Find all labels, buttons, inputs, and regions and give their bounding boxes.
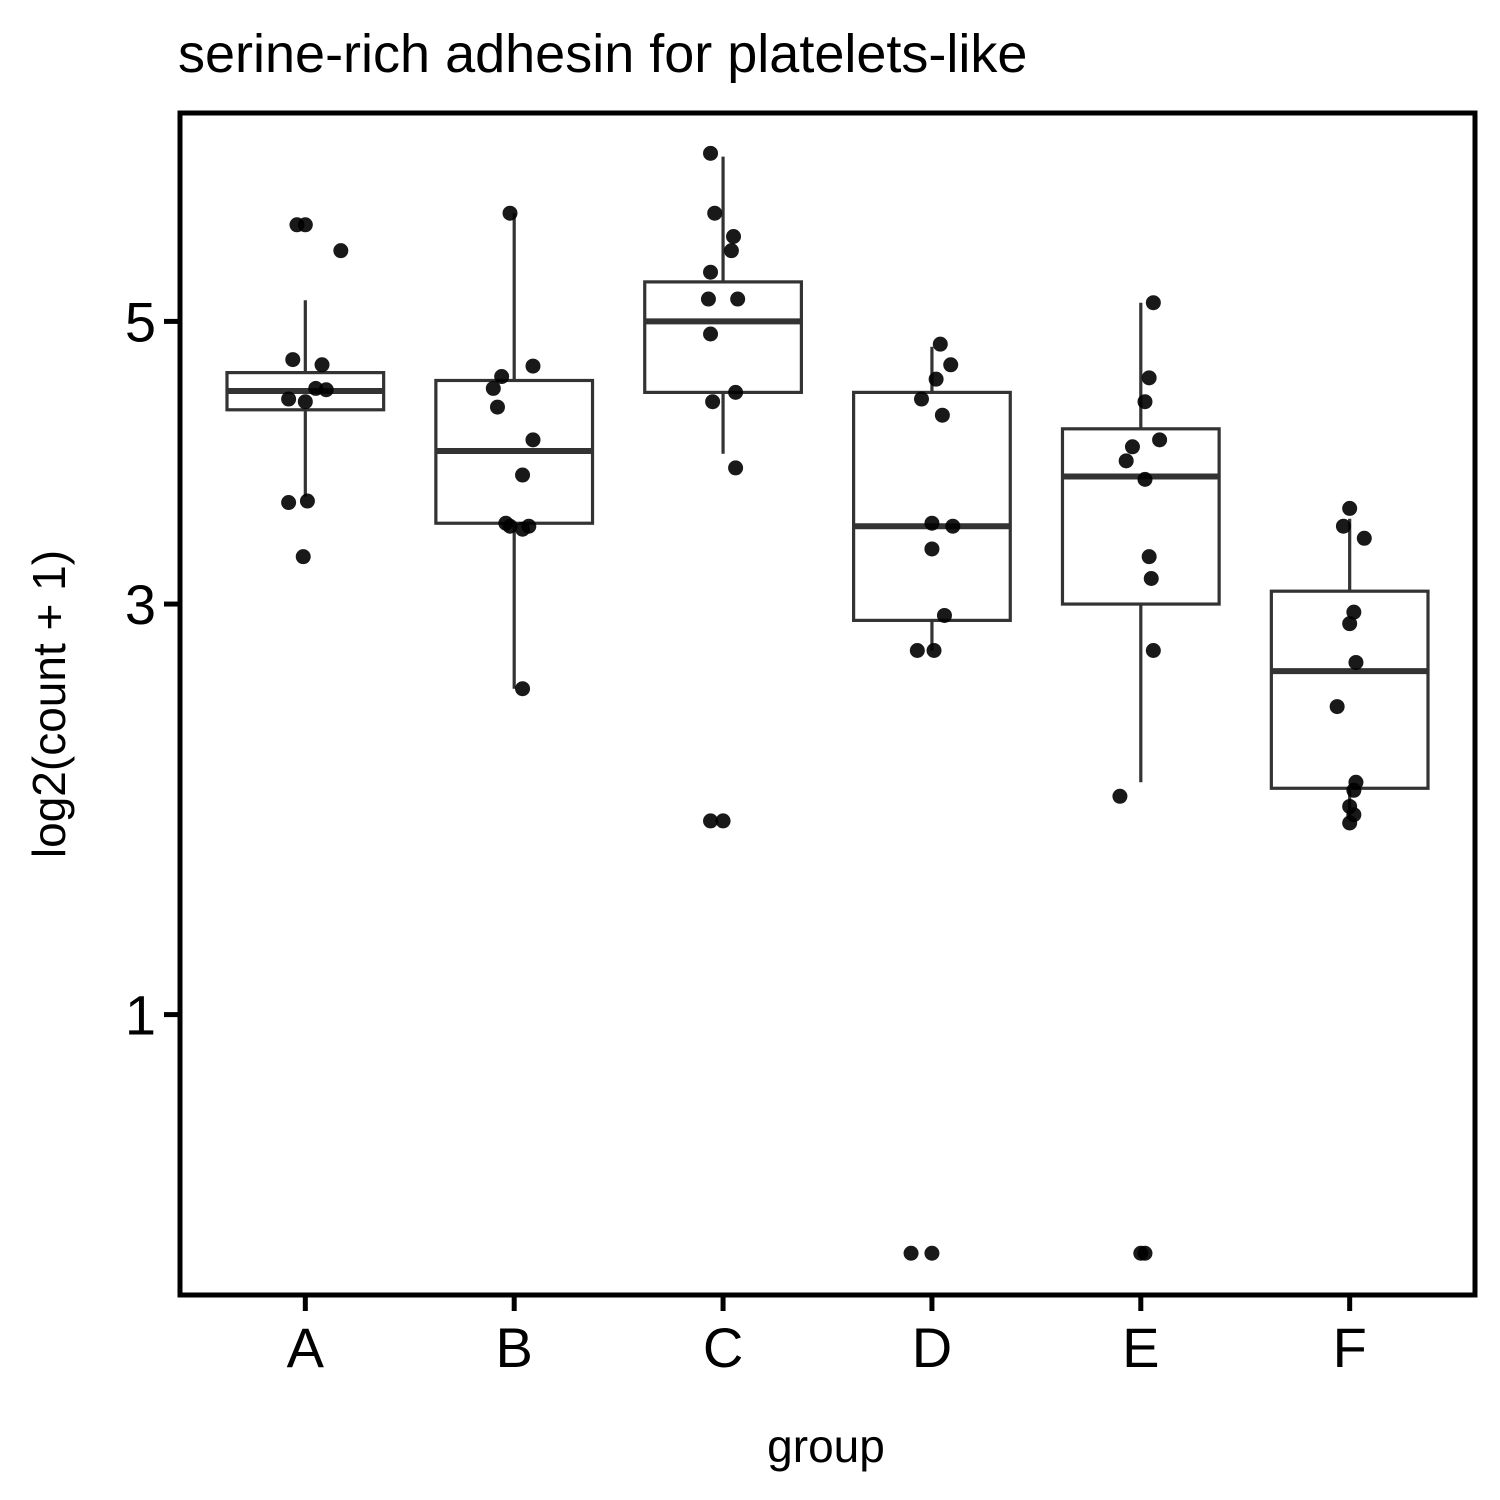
data-point-e bbox=[1152, 432, 1168, 448]
box-d bbox=[852, 346, 1012, 651]
data-point-e bbox=[1145, 295, 1161, 311]
data-point-d bbox=[943, 357, 959, 373]
data-point-a bbox=[299, 493, 315, 509]
box-iqr bbox=[852, 390, 1012, 622]
data-point-b bbox=[489, 399, 505, 415]
data-point-b bbox=[525, 358, 541, 374]
data-point-e bbox=[1137, 394, 1153, 410]
boxes-layer bbox=[225, 156, 1430, 819]
points-layer bbox=[281, 145, 1372, 1261]
y-tick-label: 3 bbox=[125, 573, 156, 636]
box-c bbox=[643, 156, 803, 454]
data-point-e bbox=[1141, 549, 1157, 565]
data-point-a bbox=[285, 352, 301, 368]
data-point-f bbox=[1329, 699, 1345, 715]
data-point-e bbox=[1137, 471, 1153, 487]
data-point-a bbox=[318, 382, 334, 398]
data-point-b bbox=[485, 380, 501, 396]
data-point-f bbox=[1342, 616, 1358, 632]
data-point-f bbox=[1356, 530, 1372, 546]
data-point-d bbox=[926, 642, 942, 658]
box-iqr bbox=[643, 280, 803, 394]
data-point-f bbox=[1346, 604, 1362, 620]
data-point-c bbox=[715, 813, 731, 829]
box-e bbox=[1060, 302, 1221, 783]
y-axis-title: log2(count + 1) bbox=[23, 550, 75, 858]
data-point-f bbox=[1348, 654, 1364, 670]
data-point-b bbox=[494, 369, 510, 385]
data-point-c bbox=[703, 264, 719, 280]
data-point-d bbox=[932, 336, 948, 352]
data-point-c bbox=[703, 326, 719, 342]
y-axis: 1 3 5 bbox=[125, 290, 180, 1047]
chart-title: serine-rich adhesin for platelets-like bbox=[178, 24, 1027, 84]
data-point-c bbox=[707, 205, 723, 221]
data-point-b bbox=[502, 205, 518, 221]
data-point-e bbox=[1141, 370, 1157, 386]
box-b bbox=[434, 213, 595, 689]
x-tick-label: F bbox=[1333, 1316, 1367, 1379]
data-point-c bbox=[730, 291, 746, 307]
data-point-d bbox=[945, 518, 961, 534]
data-point-a bbox=[295, 549, 311, 565]
data-point-f bbox=[1342, 815, 1358, 831]
data-point-d bbox=[913, 391, 929, 407]
data-point-e bbox=[1143, 570, 1159, 586]
data-point-c bbox=[728, 384, 744, 400]
data-point-b bbox=[515, 521, 531, 537]
data-point-b bbox=[502, 518, 518, 534]
data-point-d bbox=[936, 607, 952, 623]
data-point-c bbox=[700, 291, 716, 307]
x-tick-label: A bbox=[287, 1316, 325, 1379]
data-point-d bbox=[924, 515, 940, 531]
data-point-e bbox=[1124, 439, 1140, 455]
data-point-d bbox=[934, 407, 950, 423]
data-point-a bbox=[297, 394, 313, 410]
data-point-f bbox=[1342, 500, 1358, 516]
box-a bbox=[225, 300, 386, 497]
data-point-c bbox=[726, 228, 742, 244]
data-point-b bbox=[515, 681, 531, 697]
plot-panel-border bbox=[177, 110, 1478, 1298]
data-point-d bbox=[903, 1245, 919, 1261]
data-point-c bbox=[703, 813, 719, 829]
data-point-c bbox=[728, 460, 744, 476]
data-point-a bbox=[289, 217, 305, 233]
data-point-a bbox=[314, 357, 330, 373]
data-point-e bbox=[1112, 788, 1128, 804]
x-tick-label: B bbox=[496, 1316, 533, 1379]
data-point-c bbox=[705, 394, 721, 410]
data-point-d bbox=[924, 541, 940, 557]
x-tick-label: E bbox=[1122, 1316, 1159, 1379]
x-tick-label: D bbox=[912, 1316, 952, 1379]
data-point-f bbox=[1346, 782, 1362, 798]
data-point-d bbox=[909, 642, 925, 658]
box-iqr bbox=[1060, 427, 1221, 606]
data-point-e bbox=[1137, 1245, 1153, 1261]
y-tick-label: 5 bbox=[125, 290, 156, 353]
data-point-a bbox=[333, 243, 349, 259]
x-axis: A B C D E F bbox=[287, 1295, 1367, 1379]
data-point-a bbox=[281, 495, 297, 511]
x-axis-title: group bbox=[767, 1420, 885, 1472]
data-point-d bbox=[928, 371, 944, 387]
data-point-e bbox=[1118, 453, 1134, 469]
data-point-e bbox=[1145, 642, 1161, 658]
data-point-b bbox=[515, 467, 531, 483]
data-point-f bbox=[1335, 518, 1351, 534]
data-point-c bbox=[723, 243, 739, 259]
data-point-a bbox=[281, 391, 297, 407]
data-point-d bbox=[924, 1245, 940, 1261]
data-point-c bbox=[703, 145, 719, 161]
data-point-b bbox=[525, 432, 541, 448]
y-tick-label: 1 bbox=[125, 984, 156, 1047]
x-tick-label: C bbox=[703, 1316, 743, 1379]
